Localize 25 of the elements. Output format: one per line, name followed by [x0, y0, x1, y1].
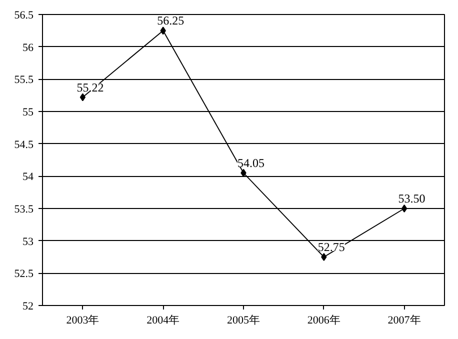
- data-label: 55.22: [76, 80, 104, 94]
- x-tick-label: 2003年: [66, 314, 100, 326]
- data-label: 53.50: [398, 192, 426, 206]
- point: [160, 26, 166, 35]
- y-tick-label: 55: [22, 106, 34, 118]
- x-tick-label: 2006年: [307, 314, 340, 326]
- data-label: 54.05: [238, 156, 264, 170]
- data-label: 56.25: [157, 14, 184, 28]
- y-tick-label: 55.5: [14, 74, 34, 86]
- y-tick-label: 54: [22, 171, 34, 184]
- x-tick-label: 2005年: [227, 314, 260, 326]
- x-tick-label: 2004年: [146, 314, 180, 326]
- point: [240, 168, 246, 177]
- data-label: 52.75: [318, 240, 345, 254]
- y-tick-label: 52.5: [14, 268, 34, 280]
- y-tick-label: 53.5: [14, 204, 34, 216]
- point: [80, 93, 86, 102]
- y-tick-label: 53: [22, 236, 34, 248]
- point: [401, 204, 408, 212]
- y-tick-label: 54.5: [14, 138, 34, 151]
- y-tick-label: 56.5: [14, 10, 34, 22]
- point: [321, 253, 327, 261]
- y-tick-label: 52: [22, 300, 34, 312]
- x-tick-label: 2007年: [388, 314, 421, 326]
- y-tick-label: 56: [22, 42, 34, 54]
